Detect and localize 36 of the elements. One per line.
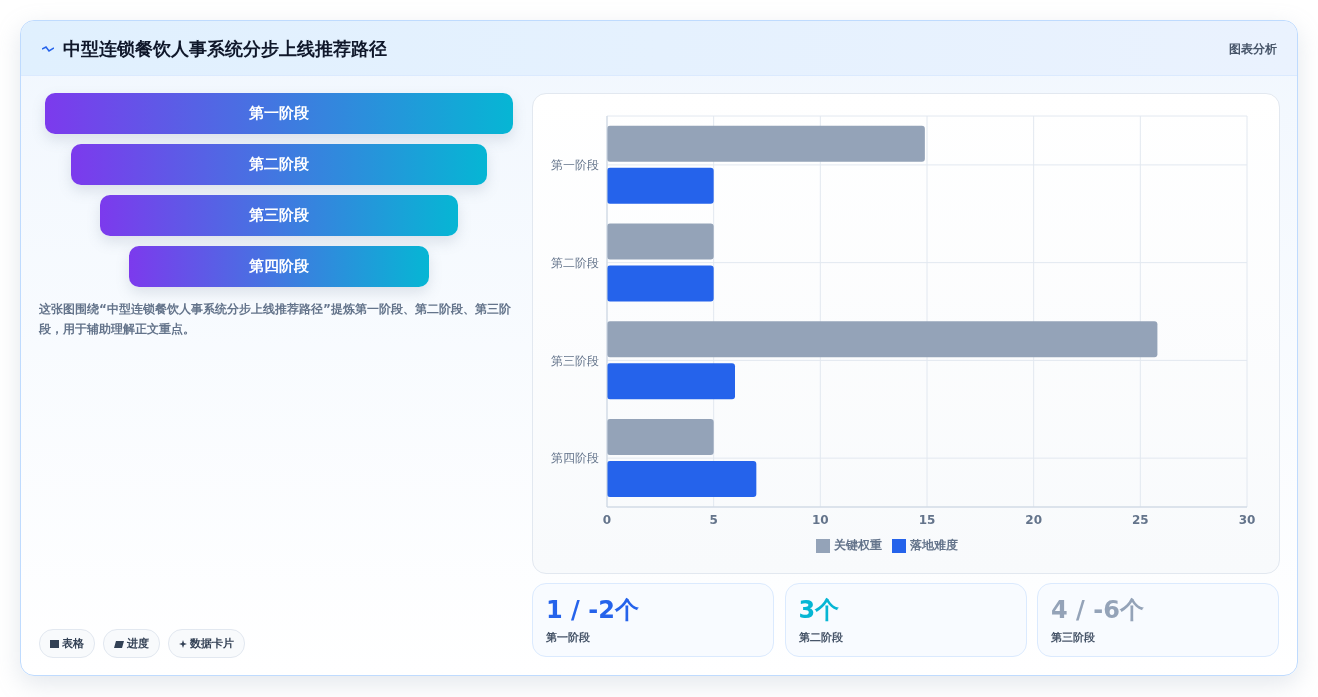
y-tick-label: 第三阶段: [551, 353, 599, 368]
category-label: 第四阶段: [129, 246, 429, 287]
bar: [607, 167, 714, 204]
category-label: 第三阶段: [100, 195, 458, 236]
text: 中型连锁餐饮人事系统分步上线推荐路径: [63, 37, 387, 61]
text: 进度: [103, 629, 160, 658]
x-tick-label: 15: [918, 512, 936, 527]
text: 3个: [798, 595, 840, 626]
x-tick-label: 5: [709, 512, 718, 527]
x-tick-label: 10: [811, 512, 829, 527]
category-label: 第三阶段: [1051, 630, 1095, 645]
category-label: 第二阶段: [798, 630, 843, 645]
y-tick-label: 第一阶段: [551, 158, 599, 173]
x-tick-label: 0: [602, 512, 612, 527]
x-tick-label: 25: [1131, 512, 1149, 527]
text: 4 / -6个: [1051, 595, 1144, 626]
y-tick-label: 第二阶段: [551, 255, 599, 270]
x-tick-label: 30: [1238, 512, 1256, 527]
bar: [607, 321, 1158, 358]
legend-label: 落地难度: [910, 538, 958, 552]
text: 这张图围绕“中型连锁餐饮人事系统分步上线推荐路径”提炼第一阶段、第二阶段、第三阶段，用于辅助理解正文重点。: [39, 301, 512, 338]
x-tick-label: 20: [1025, 512, 1043, 527]
category-label: 第一阶段: [45, 93, 513, 134]
bar: [607, 363, 735, 400]
text: 表格: [39, 629, 95, 658]
category-label: 第二阶段: [71, 144, 487, 185]
legend-label: 关键权重: [834, 538, 882, 552]
bar: [607, 125, 925, 162]
bar: [607, 419, 714, 456]
bar: [607, 223, 714, 260]
bar: [607, 265, 714, 302]
text: 图表分析: [1229, 41, 1277, 58]
text: 数据卡片: [168, 629, 245, 658]
y-tick-label: 第四阶段: [551, 451, 599, 466]
bar: [607, 461, 757, 498]
text: 1 / -2个: [546, 595, 639, 626]
